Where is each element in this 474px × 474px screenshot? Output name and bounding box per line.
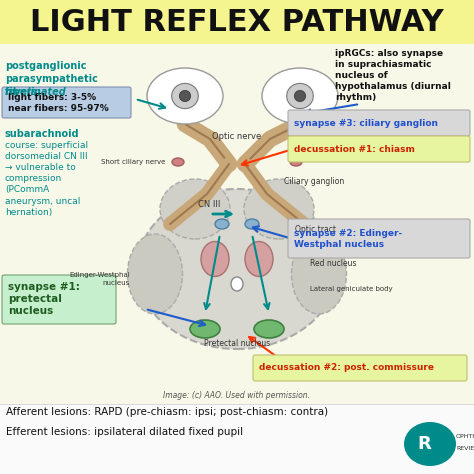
Text: myelinated: myelinated <box>5 87 67 97</box>
Ellipse shape <box>172 83 198 109</box>
Text: Ciliary ganglion: Ciliary ganglion <box>284 176 344 185</box>
Ellipse shape <box>245 219 259 229</box>
FancyBboxPatch shape <box>288 110 470 136</box>
Ellipse shape <box>262 68 338 124</box>
Text: decussation #1: chiasm: decussation #1: chiasm <box>294 145 415 154</box>
Text: course: superficial
dorsomedial CN III
→ vulnerable to
compression
(PCommA
aneur: course: superficial dorsomedial CN III →… <box>5 141 88 217</box>
Ellipse shape <box>147 68 223 124</box>
Bar <box>0 0 474 44</box>
Ellipse shape <box>290 158 302 166</box>
Ellipse shape <box>245 241 273 276</box>
Text: subarachnoid: subarachnoid <box>5 129 80 151</box>
Text: Efferent lesions: ipsilateral dilated fixed pupil: Efferent lesions: ipsilateral dilated fi… <box>6 427 243 437</box>
Ellipse shape <box>172 158 184 166</box>
Ellipse shape <box>231 277 243 291</box>
Ellipse shape <box>294 91 306 101</box>
FancyBboxPatch shape <box>253 355 467 381</box>
Ellipse shape <box>160 179 230 239</box>
Ellipse shape <box>244 179 314 239</box>
Text: OPHTHALMOLOGY: OPHTHALMOLOGY <box>456 434 474 438</box>
Bar <box>0 404 474 474</box>
Ellipse shape <box>404 422 456 466</box>
Text: Optic nerve: Optic nerve <box>212 131 262 140</box>
Bar <box>0 44 474 404</box>
Text: LIGHT REFLEX PATHWAY: LIGHT REFLEX PATHWAY <box>30 8 444 36</box>
Text: Image: (c) AAO. Used with permission.: Image: (c) AAO. Used with permission. <box>164 391 310 400</box>
Ellipse shape <box>137 189 337 349</box>
Text: synapse #3: ciliary ganglion: synapse #3: ciliary ganglion <box>294 118 438 128</box>
Text: Optic tract: Optic tract <box>295 225 336 234</box>
Ellipse shape <box>179 91 191 101</box>
Text: Short ciliary nerve: Short ciliary nerve <box>100 159 165 165</box>
Text: R: R <box>417 435 431 453</box>
Text: ipRGCs: also synapse
in suprachiasmatic
nucleus of
hypothalamus (diurnal
rhythm): ipRGCs: also synapse in suprachiasmatic … <box>335 49 451 102</box>
Ellipse shape <box>128 234 182 314</box>
Text: Lateral geniculate body: Lateral geniculate body <box>310 286 392 292</box>
Ellipse shape <box>254 320 284 338</box>
Text: light fibers: 3-5%
near fibers: 95-97%: light fibers: 3-5% near fibers: 95-97% <box>8 93 109 113</box>
Text: REVIEW: REVIEW <box>456 446 474 450</box>
Text: synapse #2: Edinger-
Westphal nucleus: synapse #2: Edinger- Westphal nucleus <box>294 229 402 249</box>
FancyBboxPatch shape <box>288 219 470 258</box>
FancyBboxPatch shape <box>2 275 116 324</box>
Text: Red nucleus: Red nucleus <box>310 259 356 268</box>
Ellipse shape <box>190 320 220 338</box>
FancyBboxPatch shape <box>2 87 131 118</box>
Ellipse shape <box>201 241 229 276</box>
Text: CN III: CN III <box>198 200 220 209</box>
FancyBboxPatch shape <box>288 136 470 162</box>
Text: Afferent lesions: RAPD (pre-chiasm: ipsi; post-chiasm: contra): Afferent lesions: RAPD (pre-chiasm: ipsi… <box>6 407 328 417</box>
Text: synapse #1:
pretectal
nucleus: synapse #1: pretectal nucleus <box>8 282 80 317</box>
Text: Pretectal nucleus: Pretectal nucleus <box>204 339 270 348</box>
Ellipse shape <box>292 234 346 314</box>
Text: postganglionic
parasympathetic
fibers:: postganglionic parasympathetic fibers: <box>5 61 98 97</box>
Text: Edinger-Westphal
nucleus: Edinger-Westphal nucleus <box>69 272 130 286</box>
Text: decussation #2: post. commissure: decussation #2: post. commissure <box>259 364 434 373</box>
Ellipse shape <box>215 219 229 229</box>
Ellipse shape <box>287 83 313 109</box>
